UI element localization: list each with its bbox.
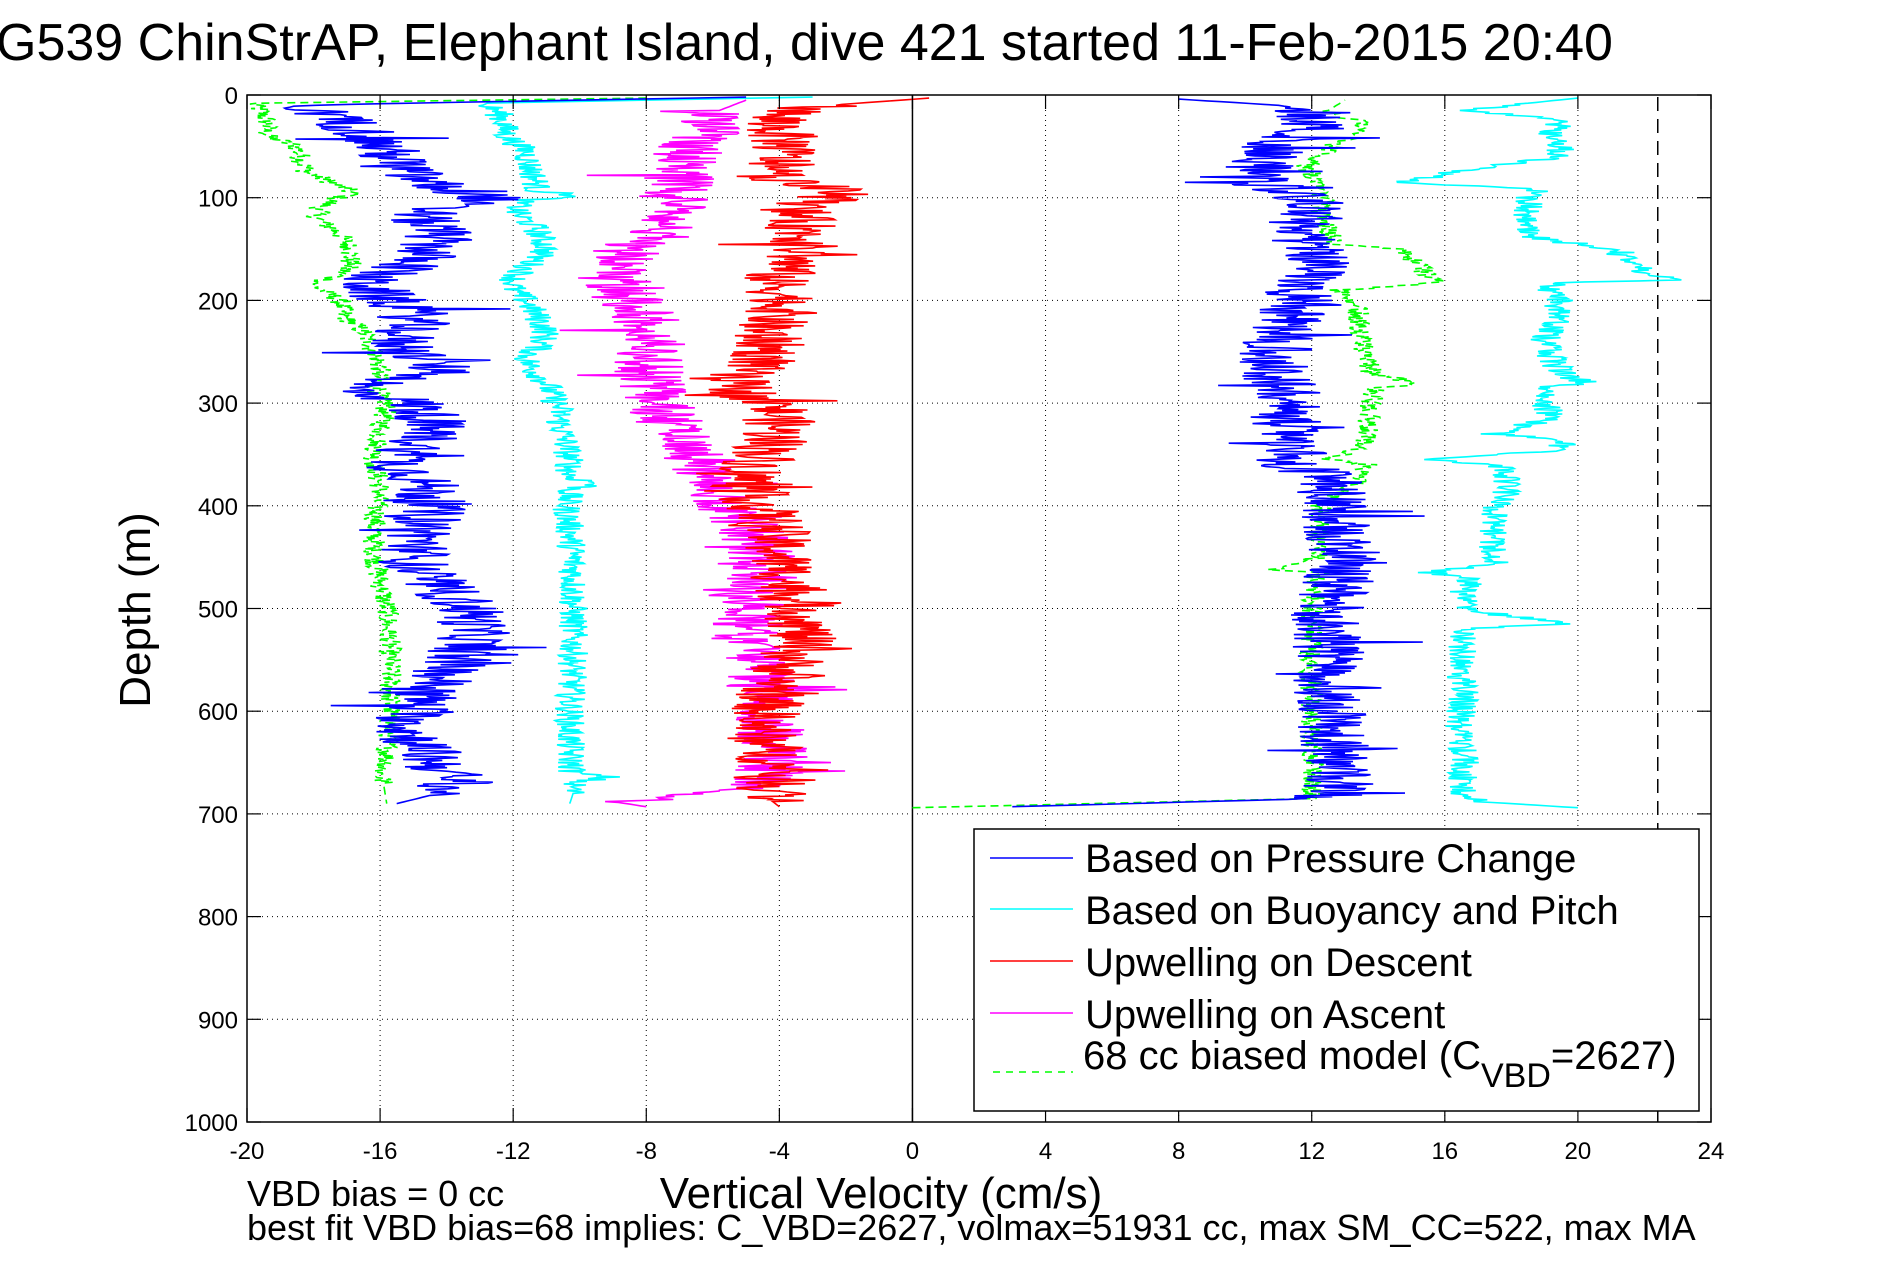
series-line-based-on-pressure-change-ascent xyxy=(1012,98,1425,808)
series-line-68-cc-biased-model-c-vbd-2627-descent xyxy=(249,97,647,804)
x-tick-label: -12 xyxy=(496,1138,531,1165)
y-tick-label: 1000 xyxy=(185,1110,238,1137)
y-tick-label: 800 xyxy=(198,905,238,932)
y-tick-label: 500 xyxy=(198,597,238,624)
y-tick-label: 600 xyxy=(198,699,238,726)
x-tick-label: 4 xyxy=(1039,1138,1052,1165)
y-axis-label: Depth (m) xyxy=(111,512,160,708)
series-line-upwelling-on-descent-descent xyxy=(684,97,930,808)
series-layer xyxy=(249,96,1682,809)
legend-label-biased-model-tail: =2627) xyxy=(1551,1034,1677,1078)
series-line-based-on-pressure-change-descent xyxy=(282,96,747,805)
y-tick-labels: 0 100 200 300 400 500 600 700 800 900 1000 xyxy=(185,83,238,1137)
legend-entry-upwelling-descent: Upwelling on Descent xyxy=(990,941,1472,985)
legend-label-biased-model: 68 cc biased model (CVBD=2627) xyxy=(1083,1034,1677,1095)
y-tick-label: 100 xyxy=(198,186,238,213)
y-tick-label: 400 xyxy=(198,494,238,521)
x-tick-label: 12 xyxy=(1298,1138,1325,1165)
legend-label-upwelling-ascent: Upwelling on Ascent xyxy=(1085,993,1445,1037)
series-line-based-on-buoyancy-and-pitch-descent xyxy=(478,96,813,804)
x-tick-labels: -20 -16 -12 -8 -4 0 4 8 12 16 20 24 xyxy=(230,1138,1725,1165)
x-tick-label: -4 xyxy=(769,1138,790,1165)
legend-label-upwelling-descent: Upwelling on Descent xyxy=(1085,941,1472,985)
series-line-upwelling-on-ascent-ascent xyxy=(559,99,848,808)
legend-label-biased-model-subscript: VBD xyxy=(1481,1057,1551,1095)
legend: Based on Pressure Change Based on Buoyan… xyxy=(973,828,1700,1112)
x-tick-label: -8 xyxy=(636,1138,657,1165)
chart-title: G539 ChinStrAP, Elephant Island, dive 42… xyxy=(0,14,1613,72)
series-line-based-on-buoyancy-and-pitch-ascent xyxy=(1396,97,1682,809)
legend-entry-biased-model: 68 cc biased model (CVBD=2627) xyxy=(993,1034,1677,1095)
x-tick-label: 16 xyxy=(1431,1138,1458,1165)
annotation-vbd-bias: VBD bias = 0 cc xyxy=(247,1173,504,1214)
legend-box xyxy=(973,828,1700,1112)
reference-lines xyxy=(911,95,1659,1122)
y-tick-label: 900 xyxy=(198,1007,238,1034)
legend-entry-pressure-change: Based on Pressure Change xyxy=(990,837,1576,881)
x-tick-label: 20 xyxy=(1565,1138,1592,1165)
y-tick-label: 300 xyxy=(198,391,238,418)
x-tick-label: -16 xyxy=(363,1138,398,1165)
legend-label-buoyancy-pitch: Based on Buoyancy and Pitch xyxy=(1085,889,1619,933)
x-tick-label: 0 xyxy=(906,1138,919,1165)
legend-entry-buoyancy-pitch: Based on Buoyancy and Pitch xyxy=(990,889,1619,933)
annotation-best-fit: best fit VBD bias=68 implies: C_VBD=2627… xyxy=(247,1207,1696,1248)
x-tick-label: 24 xyxy=(1698,1138,1725,1165)
x-axis-label: Vertical Velocity (cm/s) xyxy=(660,1169,1103,1218)
legend-label-pressure-change: Based on Pressure Change xyxy=(1085,837,1576,881)
x-tick-label: 8 xyxy=(1172,1138,1185,1165)
y-tick-label: 700 xyxy=(198,802,238,829)
legend-entry-upwelling-ascent: Upwelling on Ascent xyxy=(990,993,1445,1037)
y-tick-label: 200 xyxy=(198,288,238,315)
x-tick-label: -20 xyxy=(230,1138,265,1165)
y-tick-label: 0 xyxy=(225,83,238,110)
legend-label-biased-model-main: 68 cc biased model (C xyxy=(1083,1034,1481,1078)
